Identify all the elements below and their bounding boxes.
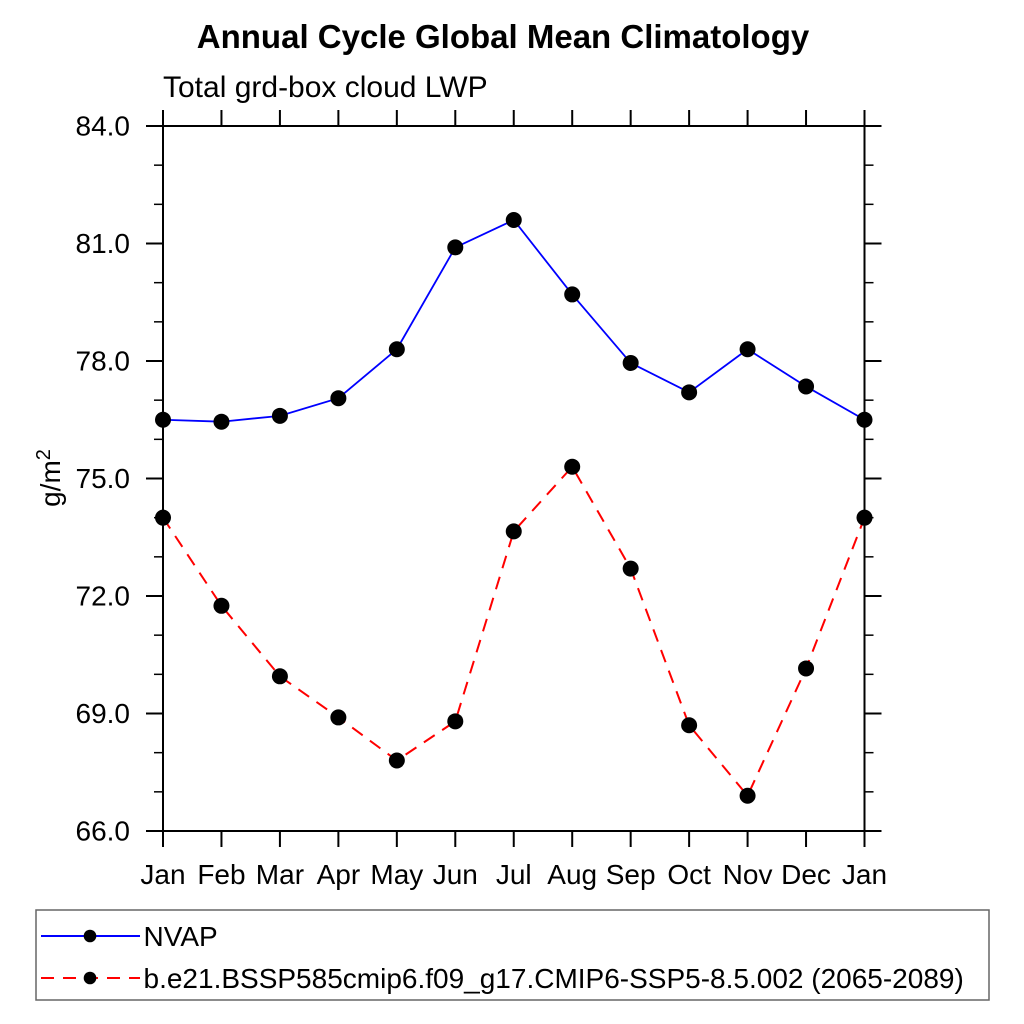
- y-tick-label: 72.0: [76, 581, 131, 612]
- plot-axes: [162, 125, 866, 832]
- data-point-marker: [856, 411, 873, 428]
- x-tick-label: Jan: [140, 859, 185, 890]
- y-tick-label: 66.0: [76, 816, 131, 847]
- data-point-marker: [798, 660, 815, 677]
- legend-swatch-marker-1: [83, 971, 97, 985]
- data-point-marker: [564, 458, 581, 475]
- data-point-marker: [447, 239, 464, 256]
- axis-tick-labels: 66.0 69.0 72.0 75.0 78.0 81.0 84.0 Jan Feb Mar Apr…: [76, 111, 888, 890]
- data-point-marker: [739, 787, 756, 804]
- x-tick-label: Jan: [842, 859, 887, 890]
- data-point-marker: [681, 384, 698, 401]
- legend: NVAP b.e21.BSSP585cmip6.f09_g17.CMIP6-SSP…: [35, 909, 990, 1001]
- series-markers: [155, 212, 873, 804]
- y-tick-label: 75.0: [76, 463, 131, 494]
- data-point-marker: [622, 354, 639, 371]
- chart-subtitle: Total grd-box cloud LWP: [163, 71, 488, 104]
- data-point-marker: [798, 378, 815, 395]
- legend-label-0: NVAP: [144, 921, 218, 952]
- x-tick-label: Mar: [256, 859, 304, 890]
- x-tick-label: Dec: [781, 859, 831, 890]
- data-point-marker: [505, 523, 522, 540]
- series-line-1: [162, 465, 866, 798]
- chart-title: Annual Cycle Global Mean Climatology: [197, 18, 810, 55]
- y-tick-label: 81.0: [76, 228, 131, 259]
- data-point-marker: [622, 560, 639, 577]
- y-tick-label: 69.0: [76, 698, 131, 729]
- data-point-marker: [681, 717, 698, 734]
- data-point-marker: [388, 341, 405, 358]
- data-point-marker: [330, 709, 347, 726]
- legend-swatch-marker-0: [83, 929, 97, 943]
- series-lines: [162, 218, 866, 798]
- data-point-marker: [271, 668, 288, 685]
- y-tick-label: 78.0: [76, 346, 131, 377]
- x-tick-label: May: [370, 859, 423, 890]
- x-tick-label: Oct: [667, 859, 711, 890]
- data-point-marker: [213, 413, 230, 430]
- y-tick-label: 84.0: [76, 111, 131, 142]
- y-axis-unit-label: g/m2: [33, 449, 66, 507]
- y-axis-unit-superscript: 2: [33, 449, 55, 460]
- data-point-marker: [155, 411, 171, 428]
- data-point-marker: [505, 212, 522, 228]
- x-tick-label: Nov: [723, 859, 773, 890]
- data-point-marker: [271, 407, 288, 424]
- y-axis-unit-base: g/m: [35, 460, 66, 507]
- x-tick-label: Jul: [496, 859, 532, 890]
- data-point-marker: [388, 752, 405, 769]
- x-tick-label: Aug: [547, 859, 597, 890]
- data-point-marker: [856, 509, 873, 526]
- x-tick-label: Sep: [606, 859, 656, 890]
- legend-box: [35, 909, 990, 1001]
- x-tick-label: Apr: [317, 859, 361, 890]
- legend-label-1: b.e21.BSSP585cmip6.f09_g17.CMIP6-SSP5-8.…: [144, 963, 964, 994]
- x-tick-label: Feb: [197, 859, 245, 890]
- axis-ticks: [146, 110, 882, 847]
- data-point-marker: [330, 390, 347, 407]
- data-point-marker: [213, 597, 230, 614]
- data-point-marker: [564, 286, 581, 303]
- x-tick-label: Jun: [433, 859, 478, 890]
- series-line-0: [162, 218, 865, 423]
- data-point-marker: [447, 713, 464, 730]
- data-point-marker: [739, 341, 756, 358]
- data-point-marker: [155, 509, 171, 526]
